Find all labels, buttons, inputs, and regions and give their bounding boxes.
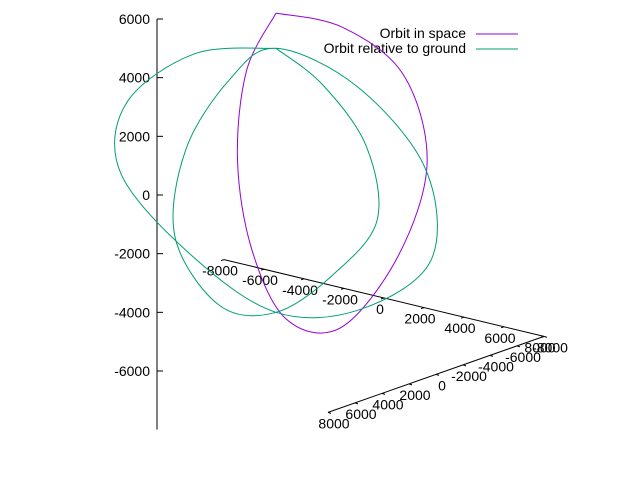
x-tick-mark [460, 316, 465, 319]
legend-label-orbit-relative-to-ground: Orbit relative to ground [324, 40, 466, 56]
x-tick-label: 2000 [404, 311, 435, 327]
x-tick-label: 8000 [524, 339, 555, 355]
x-tick-mark [420, 307, 425, 310]
axes-group [156, 18, 548, 430]
z-tick-label: 2000 [119, 128, 150, 144]
y-tick-label: 4000 [372, 396, 403, 412]
x-tick-mark [300, 278, 305, 281]
y-tick-label: -6000 [505, 349, 541, 365]
x-tick-label: -8000 [202, 263, 238, 279]
x-tick-label: -4000 [282, 282, 318, 298]
y-tick-mark [489, 354, 494, 357]
z-tick-label: -6000 [114, 363, 150, 379]
y-tick-label: 2000 [399, 387, 430, 403]
y-tick-mark [516, 345, 521, 348]
y-tick-label: 8000 [318, 415, 349, 431]
x-tick-label: -6000 [242, 272, 278, 288]
y-tick-label: 6000 [345, 406, 376, 422]
tick-labels-group: 6000400020000-2000-4000-6000-8000-6000-4… [114, 11, 568, 431]
y-tick-label: 0 [438, 377, 446, 393]
y-tick-label: -4000 [478, 358, 514, 374]
series-group [114, 12, 438, 334]
x-tick-mark [540, 335, 545, 338]
z-tick-label: -2000 [114, 246, 150, 262]
z-tick-label: -4000 [114, 304, 150, 320]
y-tick-mark [462, 364, 467, 367]
x-tick-mark [220, 259, 225, 262]
x-tick-label: 4000 [444, 320, 475, 336]
x-tick-mark [500, 326, 505, 329]
y-tick-label: -8000 [532, 339, 568, 355]
series-line-orbit-relative-to-ground [114, 47, 438, 319]
legend-label-orbit-in-space: Orbit in space [380, 25, 467, 41]
y-tick-mark [408, 383, 413, 386]
y-tick-mark [543, 335, 548, 338]
z-tick-label: 4000 [119, 70, 150, 86]
y-tick-mark [354, 402, 359, 405]
y-tick-mark [435, 373, 440, 376]
z-tick-label: 6000 [119, 11, 150, 27]
y-tick-label: -2000 [451, 368, 487, 384]
y-tick-mark [327, 411, 332, 414]
x-tick-mark [340, 287, 345, 290]
x-tick-mark [260, 268, 265, 271]
legend: Orbit in space Orbit relative to ground [324, 25, 518, 56]
series-line-orbit-in-space [236, 12, 428, 334]
x-tick-mark [380, 297, 385, 300]
z-tick-label: 0 [142, 187, 150, 203]
x-tick-label: -2000 [322, 291, 358, 307]
y-tick-mark [381, 392, 386, 395]
x-tick-label: 0 [376, 301, 384, 317]
x-tick-label: 6000 [484, 330, 515, 346]
